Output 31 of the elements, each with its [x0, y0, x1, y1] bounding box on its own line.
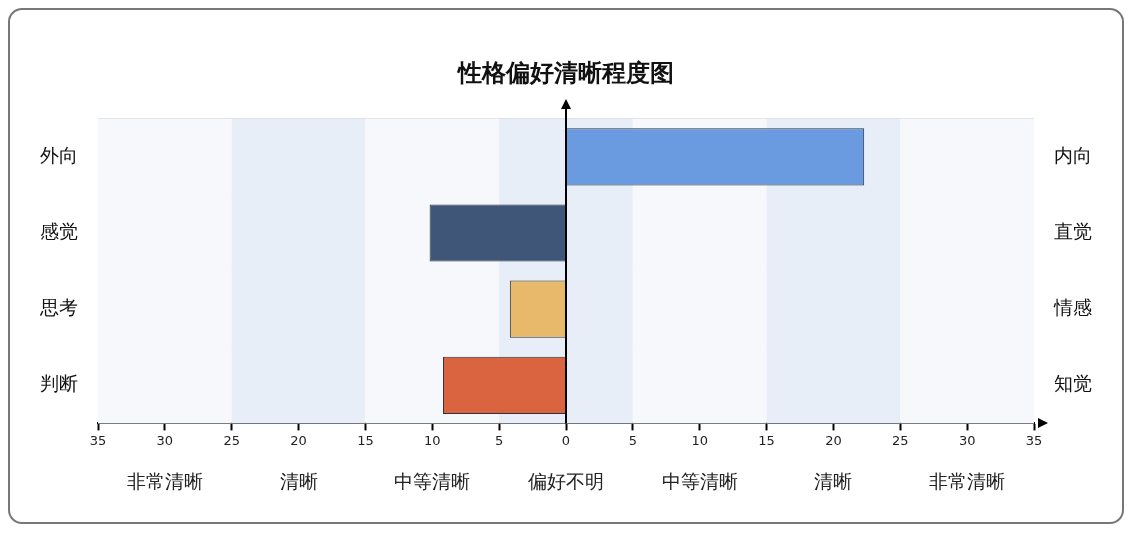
- x-tick-label: 10: [424, 432, 441, 448]
- y-tick-label: 思考: [39, 296, 78, 319]
- band-label: 中等清晰: [394, 470, 471, 493]
- y2-tick-label: 直觉: [1054, 219, 1092, 242]
- x-tick-label: 20: [290, 432, 307, 448]
- chart-title: 性格偏好清晰程度图: [456, 58, 674, 87]
- x-tick-label: 25: [223, 432, 240, 448]
- band-label: 偏好不明: [528, 470, 604, 493]
- y2-tick-label: 知觉: [1054, 372, 1092, 395]
- x-tick-label: 5: [628, 432, 637, 448]
- band-label: 非常清晰: [929, 470, 1006, 493]
- y-tick-label: 判断: [40, 372, 78, 395]
- band-label: 清晰: [814, 470, 853, 493]
- y-tick-label: 外向: [40, 143, 78, 166]
- x-tick-label: 25: [892, 432, 909, 448]
- x-tick-label: 20: [825, 432, 842, 448]
- y2-tick-label: 情感: [1053, 296, 1092, 319]
- x-tick-label: 0: [561, 432, 571, 448]
- band-label: 清晰: [279, 470, 318, 493]
- x-tick-label: 35: [89, 432, 107, 448]
- y-tick-label: 感觉: [40, 219, 78, 242]
- x-tick-label: 30: [958, 432, 976, 448]
- x-tick-label: 30: [156, 432, 174, 448]
- x-tick-label: 15: [758, 432, 775, 448]
- x-tick-label: 10: [691, 432, 708, 448]
- x-tick-label: 5: [495, 432, 504, 448]
- band-label: 中等清晰: [661, 470, 738, 493]
- y2-tick-label: 内向: [1054, 143, 1092, 166]
- x-tick-label: 15: [357, 432, 374, 448]
- band-label: 非常清晰: [126, 470, 203, 493]
- x-tick-label: 35: [1025, 432, 1043, 448]
